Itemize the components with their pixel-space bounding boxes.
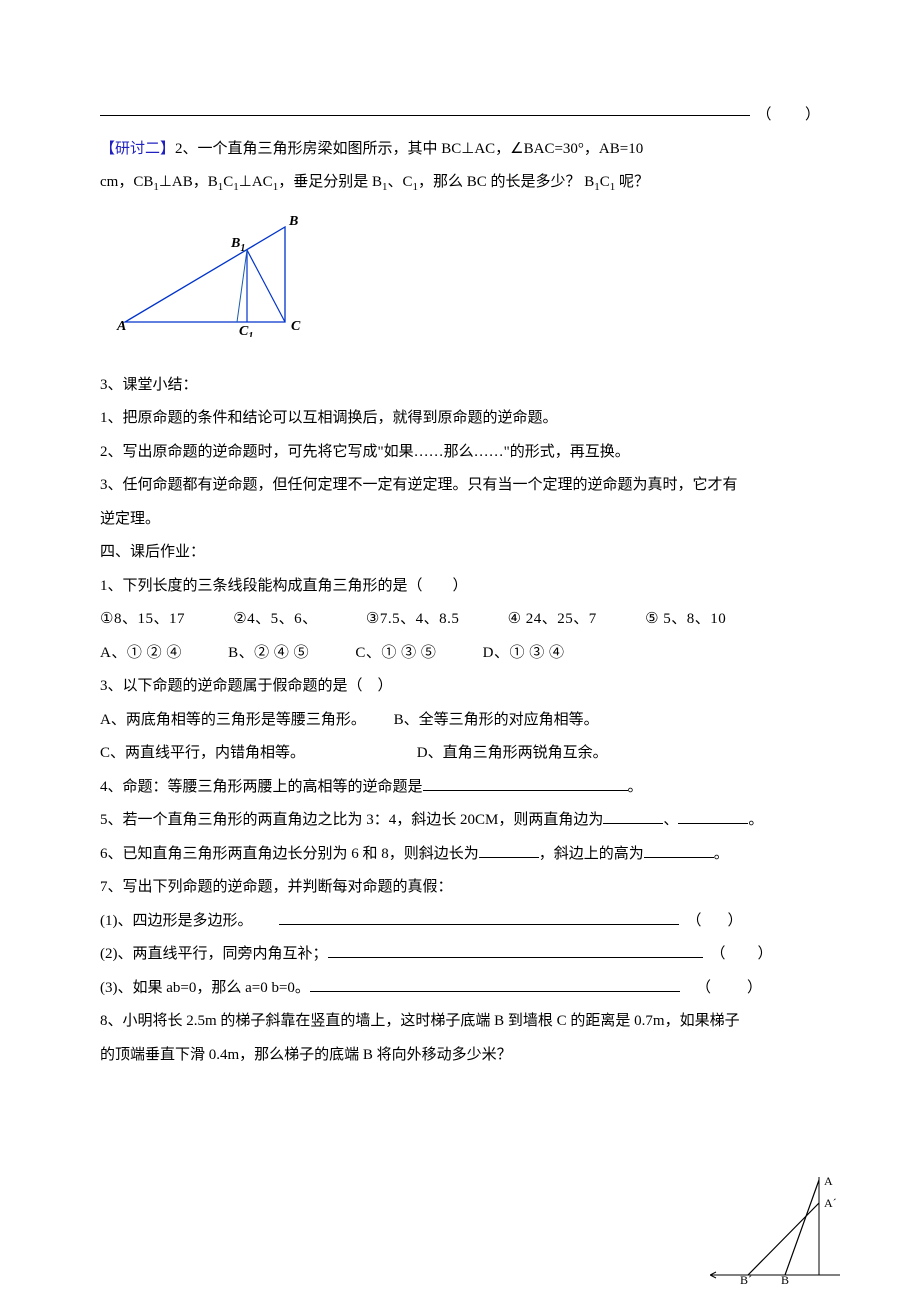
homework-title: 四、课后作业： [100,537,820,569]
label-A: A [824,1175,833,1188]
q4-blank [423,777,628,791]
q3-C: C、两直线平行，内错角相等。 [100,745,305,761]
q8-a: 8、小明将长 2.5m 的梯子斜靠在竖直的墙上，这时梯子底端 B 到墙根 C 的… [100,1006,820,1038]
discuss2-text1: 2、一个直角三角形房梁如图所示，其中 BC⊥AC，∠BAC=30°，AB=10 [175,141,643,157]
label-C1: C1 [239,324,253,337]
label-C: C [291,319,301,334]
q7-1: (1)、四边形是多边形。 （） [100,906,820,938]
q6-blank1 [479,844,539,858]
q6-blank2 [644,844,714,858]
summary-item2: 2、写出原命题的逆命题时，可先将它写成"如果……那么……"的形式，再互换。 [100,437,820,469]
d2-2g: 呢？ [615,174,649,190]
d2-c1: C [223,174,233,190]
label-B: B [781,1273,789,1285]
q7-1-blank [279,911,679,925]
q1-B: B、② ④ ⑤ [228,645,309,661]
discussion-label: 【研讨二】 [100,141,175,157]
q5-a: 5、若一个直角三角形的两直角边之比为 3：4，斜边长 20CM，则两直角边为 [100,812,603,828]
q4-b: 。 [628,779,643,795]
label-A: A [116,319,126,334]
q1-options: ①8、15、17 ②4、5、6、 ③7.5、4、8.5 ④ 24、25、7 ⑤ … [100,604,820,636]
q5: 5、若一个直角三角形的两直角边之比为 3：4，斜边长 20CM，则两直角边为 、 。 [100,805,820,837]
top-blank-line: （ ） [100,100,820,132]
q5-blank2 [678,810,748,824]
q7-1-paren: （） [687,906,743,938]
q7-title: 7、写出下列命题的逆命题，并判断每对命题的真假： [100,872,820,904]
q6-b: ，斜边上的高为 [539,846,644,862]
q4-a: 4、命题：等腰三角形两腰上的高相等的逆命题是 [100,779,423,795]
q6-a: 6、已知直角三角形两直角边长分别为 6 和 8，则斜边长为 [100,846,479,862]
triangle-svg: A B C B1 C1 [115,207,315,337]
q1-A: A、① ② ④ [100,645,182,661]
label-Ap: A´ [824,1196,837,1210]
paren-close: ） [805,107,820,123]
q7-2-blank [328,944,703,958]
q1-o3: ③7.5、4、8.5 [366,611,459,627]
d2-2b: ⊥AB，B [159,174,218,190]
d2-2f: ，那么 BC 的长是多少？ B [418,174,594,190]
q6-c: 。 [714,846,729,862]
label-Bp: B´ [740,1273,752,1285]
q1-C: C、① ③ ⑤ [355,645,436,661]
q3-stem: 3、以下命题的逆命题属于假命题的是（ ） [100,671,820,703]
q7-3-text: (3)、如果 ab=0，那么 a=0 b=0。 [100,980,310,996]
ladder-svg: A A´ B B´ [710,1175,840,1285]
top-paren: （ ） [756,100,820,132]
q7-2-paren: （） [711,939,773,971]
ladder-ab [785,1180,819,1275]
summary-title: 3、课堂小结： [100,370,820,402]
q7-1-text: (1)、四边形是多边形。 [100,913,253,929]
line-cb1 [247,250,285,322]
q1-stem: 1、下列长度的三条线段能构成直角三角形的是（ ） [100,571,820,603]
line-inner [237,250,247,322]
summary-item1: 1、把原命题的条件和结论可以互相调换后，就得到原命题的逆命题。 [100,403,820,435]
ladder-apbp [748,1203,819,1275]
q1-o2: ②4、5、6、 [233,611,317,627]
q1-choices: A、① ② ④ B、② ④ ⑤ C、① ③ ⑤ D、① ③ ④ [100,638,820,670]
q7-2-text: (2)、两直线平行，同旁内角互补； [100,946,328,962]
q7-3-paren: （） [696,973,762,1005]
bottom-figure: A A´ B B´ [710,1175,840,1298]
triangle-outer [125,227,285,322]
top-underline [100,115,750,116]
q3-line2: C、两直线平行，内错角相等。 D、直角三角形两锐角互余。 [100,738,820,770]
q3-B: B、全等三角形的对应角相等。 [394,712,599,728]
q8-b: 的顶端垂直下滑 0.4m，那么梯子的底端 B 将向外移动多少米？ [100,1040,820,1072]
q5-blank1 [603,810,663,824]
q7-3: (3)、如果 ab=0，那么 a=0 b=0。 （） [100,973,820,1005]
q5-b: 、 [663,812,678,828]
discussion-2: 【研讨二】2、一个直角三角形房梁如图所示，其中 BC⊥AC，∠BAC=30°，A… [100,134,820,166]
q4: 4、命题：等腰三角形两腰上的高相等的逆命题是 。 [100,772,820,804]
summary-item3b: 逆定理。 [100,504,820,536]
label-B: B [288,214,298,229]
paren-open: （ [756,107,771,123]
q5-c: 。 [748,812,763,828]
q1-o4: ④ 24、25、7 [508,611,597,627]
d2-2e: 、C [387,174,412,190]
q3-D: D、直角三角形两锐角互余。 [417,745,608,761]
q1-o5: ⑤ 5、8、10 [645,611,726,627]
d2-c1-extra: C [600,174,610,190]
d2-2a: cm，CB [100,174,153,190]
q7-2: (2)、两直线平行，同旁内角互补； （） [100,939,820,971]
d2-2d: ，垂足分别是 B [278,174,382,190]
discussion-2-line2: cm，CB1⊥AB，B1C1⊥AC1，垂足分别是 B1、C1，那么 BC 的长是… [100,167,820,199]
triangle-figure: A B C B1 C1 [115,207,820,350]
label-B1: B1 [230,236,245,254]
q3-line1: A、两底角相等的三角形是等腰三角形。 B、全等三角形的对应角相等。 [100,705,820,737]
q6: 6、已知直角三角形两直角边长分别为 6 和 8，则斜边长为 ，斜边上的高为 。 [100,839,820,871]
q7-3-blank [310,978,680,992]
q3-A: A、两底角相等的三角形是等腰三角形。 [100,712,366,728]
q1-o1: ①8、15、17 [100,611,185,627]
q1-D: D、① ③ ④ [483,645,565,661]
summary-item3a: 3、任何命题都有逆命题，但任何定理不一定有逆定理。只有当一个定理的逆命题为真时，… [100,470,820,502]
d2-2c: ⊥AC [239,174,273,190]
